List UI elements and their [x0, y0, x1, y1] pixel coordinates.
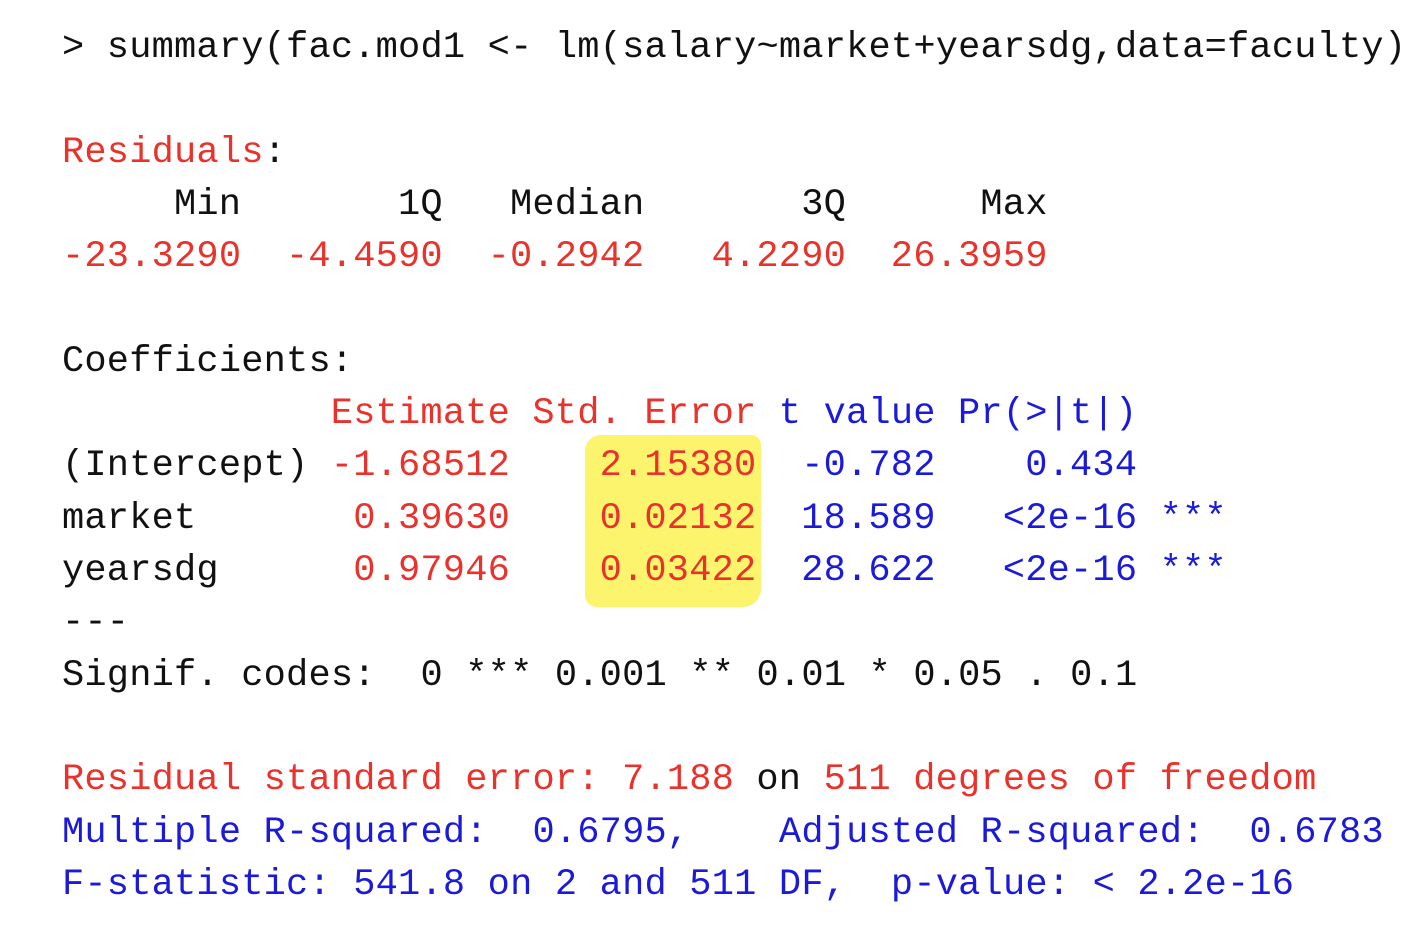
summary-text: on — [734, 759, 824, 802]
column-header: 3Q — [801, 183, 846, 226]
cell: -1.68512 — [330, 445, 511, 488]
residual-value: -23.3290 — [62, 236, 242, 279]
residual-value: -0.2942 — [487, 236, 645, 279]
summary-text: Multiple R-squared: 0.6795, Adjusted R-s… — [62, 811, 1384, 854]
column-header: Median — [510, 183, 645, 226]
residual-value: 26.3959 — [890, 236, 1048, 279]
cell: 0.02132 — [599, 497, 757, 540]
cell: 18.589 — [801, 497, 936, 540]
column-header: Pr(>|t|) — [958, 393, 1138, 436]
column-header: t value — [778, 393, 936, 436]
separator: --- — [62, 602, 130, 645]
cell: 0.97946 — [353, 550, 511, 592]
command: > summary(fac.mod1 <- lm(salary~market+y… — [62, 27, 1404, 69]
row-name: market — [62, 497, 197, 540]
column-header: Std. Error — [532, 393, 757, 436]
section-title: Coefficients: — [62, 340, 354, 383]
cell: <2e-16 — [1002, 497, 1138, 540]
column-header: 1Q — [398, 183, 443, 226]
signif-codes: Signif. codes: 0 *** 0.001 ** 0.01 * 0.0… — [62, 654, 1138, 697]
signif-stars: *** — [1159, 497, 1227, 540]
cell: 2.15380 — [599, 445, 757, 488]
column-header: Min — [174, 183, 242, 226]
signif-stars: *** — [1159, 550, 1227, 592]
cell: 0.39630 — [353, 497, 511, 540]
column-header: Max — [980, 183, 1048, 226]
highlight — [585, 435, 761, 607]
cell: 28.622 — [801, 550, 936, 592]
section-title: Residuals — [62, 131, 264, 174]
cell: -0.782 — [801, 445, 936, 488]
column-header: Estimate — [330, 393, 511, 436]
residual-value: 4.2290 — [711, 236, 847, 279]
row-name: yearsdg — [62, 550, 219, 592]
summary-text: F-statistic: 541.8 on 2 and 511 DF, p-va… — [62, 863, 1295, 906]
cell: 0.03422 — [599, 550, 757, 592]
cell: <2e-16 — [1002, 550, 1138, 592]
section-title-suffix: : — [263, 131, 286, 174]
summary-text: 511 degrees of freedom — [823, 759, 1317, 802]
cell: 0.434 — [1025, 445, 1138, 488]
residual-value: -4.4590 — [286, 236, 443, 279]
row-name: (Intercept) — [62, 445, 309, 488]
summary-text: Residual standard error: 7.188 — [62, 759, 735, 802]
